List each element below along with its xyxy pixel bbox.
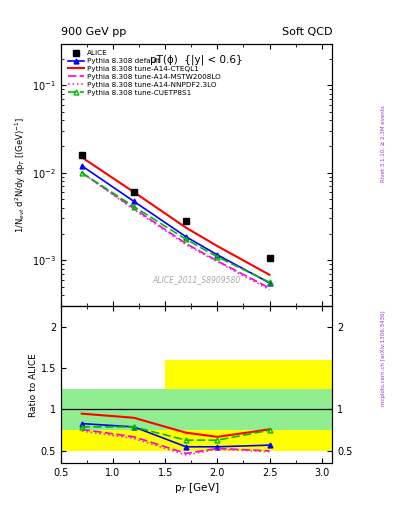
Pythia 8.308 tune-A14-NNPDF2.3LO <box>132 206 136 212</box>
Line: ALICE: ALICE <box>78 152 273 262</box>
Pythia 8.308 default <box>79 163 84 169</box>
Pythia 8.308 tune-A14-CTEQL1 <box>215 243 220 249</box>
Y-axis label: Ratio to ALICE: Ratio to ALICE <box>29 353 38 417</box>
Text: mcplots.cern.ch [arXiv:1306.3436]: mcplots.cern.ch [arXiv:1306.3436] <box>381 311 386 406</box>
Pythia 8.308 tune-A14-NNPDF2.3LO <box>215 259 220 265</box>
Text: 900 GeV pp: 900 GeV pp <box>61 27 126 37</box>
Pythia 8.308 tune-A14-MSTW2008LO <box>267 285 272 291</box>
Line: Pythia 8.308 default: Pythia 8.308 default <box>79 163 272 285</box>
Y-axis label: 1/N$_{evt}$ d$^{2}$N/dy dp$_{T}$ [(GeV)$^{-1}$]: 1/N$_{evt}$ d$^{2}$N/dy dp$_{T}$ [(GeV)$… <box>13 117 28 233</box>
Pythia 8.308 default <box>184 234 188 240</box>
Text: Soft QCD: Soft QCD <box>282 27 332 37</box>
Pythia 8.308 tune-A14-MSTW2008LO <box>79 169 84 176</box>
ALICE <box>267 255 272 262</box>
Pythia 8.308 tune-A14-MSTW2008LO <box>132 205 136 211</box>
Text: ALICE_2011_S8909580: ALICE_2011_S8909580 <box>152 275 241 284</box>
Pythia 8.308 default <box>267 280 272 286</box>
Pythia 8.308 tune-A14-CTEQL1 <box>184 225 188 231</box>
Line: Pythia 8.308 tune-CUETP8S1: Pythia 8.308 tune-CUETP8S1 <box>79 170 272 285</box>
Pythia 8.308 tune-CUETP8S1 <box>267 279 272 285</box>
ALICE <box>184 218 188 224</box>
Pythia 8.308 tune-CUETP8S1 <box>132 203 136 209</box>
Pythia 8.308 default <box>132 198 136 204</box>
Pythia 8.308 tune-CUETP8S1 <box>215 254 220 260</box>
Pythia 8.308 tune-A14-CTEQL1 <box>79 154 84 160</box>
Pythia 8.308 tune-A14-NNPDF2.3LO <box>79 169 84 176</box>
Line: Pythia 8.308 tune-A14-NNPDF2.3LO: Pythia 8.308 tune-A14-NNPDF2.3LO <box>82 173 270 290</box>
Pythia 8.308 tune-A14-MSTW2008LO <box>215 258 220 264</box>
Pythia 8.308 tune-CUETP8S1 <box>79 169 84 176</box>
Pythia 8.308 default <box>215 252 220 258</box>
Text: pT(ϕ)  {|y| < 0.6}: pT(ϕ) {|y| < 0.6} <box>150 54 243 65</box>
X-axis label: p$_{T}$ [GeV]: p$_{T}$ [GeV] <box>174 481 219 495</box>
Pythia 8.308 tune-A14-NNPDF2.3LO <box>184 242 188 248</box>
Pythia 8.308 tune-CUETP8S1 <box>184 237 188 243</box>
ALICE <box>132 189 136 195</box>
Line: Pythia 8.308 tune-A14-CTEQL1: Pythia 8.308 tune-A14-CTEQL1 <box>82 157 270 275</box>
Pythia 8.308 tune-A14-NNPDF2.3LO <box>267 287 272 293</box>
Text: Rivet 3.1.10, ≥ 2.3M events: Rivet 3.1.10, ≥ 2.3M events <box>381 105 386 182</box>
Pythia 8.308 tune-A14-MSTW2008LO <box>184 241 188 247</box>
Pythia 8.308 tune-A14-CTEQL1 <box>267 272 272 278</box>
Line: Pythia 8.308 tune-A14-MSTW2008LO: Pythia 8.308 tune-A14-MSTW2008LO <box>82 173 270 288</box>
Legend: ALICE, Pythia 8.308 default, Pythia 8.308 tune-A14-CTEQL1, Pythia 8.308 tune-A14: ALICE, Pythia 8.308 default, Pythia 8.30… <box>66 49 222 97</box>
ALICE <box>79 152 84 158</box>
Pythia 8.308 tune-A14-CTEQL1 <box>132 189 136 195</box>
